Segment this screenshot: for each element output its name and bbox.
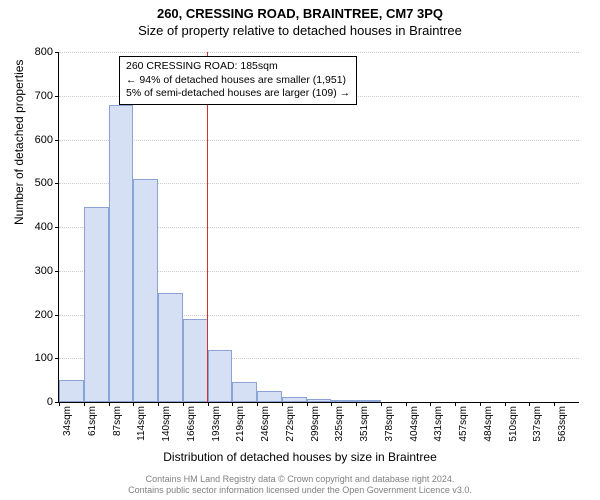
page-title: 260, CRESSING ROAD, BRAINTREE, CM7 3PQ [0,0,600,21]
x-tick-mark [529,402,530,406]
x-tick-label: 351sqm [359,406,370,442]
x-tick-mark [133,402,134,406]
y-tick-label: 200 [35,309,53,321]
x-tick-label: 378sqm [384,406,395,442]
histogram-bar [257,391,282,402]
x-tick-mark [331,402,332,406]
x-tick-label: 510sqm [508,406,519,442]
x-tick-mark [406,402,407,406]
x-tick-label: 431sqm [433,406,444,442]
x-tick-mark [307,402,308,406]
histogram-bar [133,179,158,402]
x-tick-label: 219sqm [235,406,246,442]
footer-attribution: Contains HM Land Registry data © Crown c… [0,474,600,496]
x-tick-label: 325sqm [334,406,345,442]
histogram-chart: 010020030040050060070080034sqm61sqm87sqm… [58,52,579,403]
footer-line-2: Contains public sector information licen… [0,485,600,496]
x-tick-mark [381,402,382,406]
x-tick-label: 272sqm [285,406,296,442]
info-line-3: 5% of semi-detached houses are larger (1… [126,87,350,101]
x-tick-mark [505,402,506,406]
y-tick-label: 500 [35,177,53,189]
x-tick-label: 87sqm [112,406,123,436]
x-tick-mark [183,402,184,406]
y-tick-mark [55,183,59,184]
y-tick-label: 600 [35,134,53,146]
x-tick-label: 246sqm [260,406,271,442]
y-tick-mark [55,140,59,141]
histogram-bar [307,399,332,403]
page-subtitle: Size of property relative to detached ho… [0,21,600,38]
x-tick-label: 299sqm [310,406,321,442]
x-tick-mark [257,402,258,406]
x-tick-mark [59,402,60,406]
x-tick-mark [208,402,209,406]
x-tick-label: 537sqm [532,406,543,442]
histogram-bar [183,319,208,402]
footer-line-1: Contains HM Land Registry data © Crown c… [0,474,600,485]
histogram-bar [232,382,257,402]
x-tick-label: 34sqm [62,406,73,436]
x-tick-label: 140sqm [161,406,172,442]
x-tick-mark [232,402,233,406]
y-tick-label: 800 [35,46,53,58]
histogram-bar [356,400,381,402]
x-tick-mark [480,402,481,406]
grid-line [59,140,579,141]
grid-line [59,52,579,53]
x-tick-mark [356,402,357,406]
histogram-bar [109,105,134,403]
histogram-bar [158,293,183,402]
y-tick-mark [55,315,59,316]
histogram-bar [208,350,233,403]
y-tick-mark [55,358,59,359]
x-tick-label: 114sqm [136,406,147,441]
histogram-bar [59,380,84,402]
x-tick-label: 457sqm [458,406,469,442]
histogram-bar [282,397,307,402]
x-tick-mark [84,402,85,406]
y-tick-label: 300 [35,265,53,277]
y-axis-label: Number of detached properties [12,60,26,225]
x-tick-label: 484sqm [483,406,494,442]
info-line-1: 260 CRESSING ROAD: 185sqm [126,60,350,74]
x-tick-label: 61sqm [87,406,98,436]
y-tick-label: 100 [35,352,53,364]
x-tick-label: 166sqm [186,406,197,442]
y-tick-label: 700 [35,90,53,102]
x-tick-label: 193sqm [211,406,222,442]
x-tick-mark [158,402,159,406]
x-tick-mark [554,402,555,406]
info-line-2: ← 94% of detached houses are smaller (1,… [126,74,350,88]
x-axis-label: Distribution of detached houses by size … [0,450,600,464]
y-tick-label: 400 [35,221,53,233]
x-tick-mark [282,402,283,406]
x-tick-mark [430,402,431,406]
x-tick-label: 404sqm [409,406,420,442]
histogram-bar [331,400,356,402]
x-tick-mark [109,402,110,406]
y-tick-mark [55,227,59,228]
y-tick-mark [55,271,59,272]
marker-info-box: 260 CRESSING ROAD: 185sqm ← 94% of detac… [119,56,357,105]
x-tick-mark [455,402,456,406]
y-tick-mark [55,96,59,97]
y-tick-mark [55,52,59,53]
histogram-bar [84,207,109,402]
x-tick-label: 563sqm [557,406,568,442]
y-tick-label: 0 [47,396,53,408]
